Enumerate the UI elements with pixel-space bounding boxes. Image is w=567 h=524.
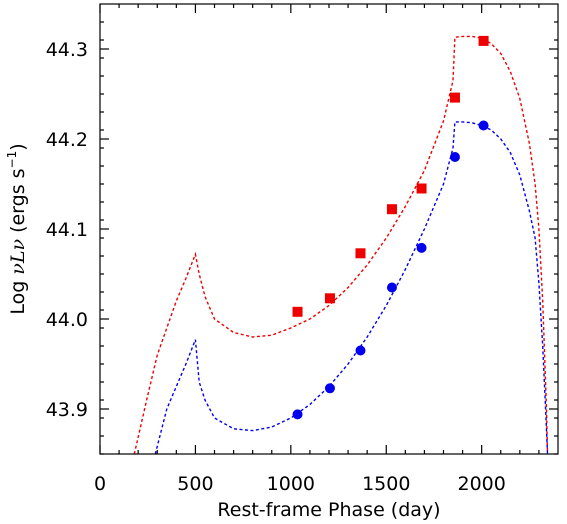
data-point-square bbox=[416, 183, 427, 194]
y-axis-label-close: ) bbox=[7, 143, 29, 150]
x-tick-label: 0 bbox=[94, 473, 106, 495]
data-point-square bbox=[478, 35, 489, 46]
data-point-circle bbox=[292, 409, 303, 420]
y-axis-ticks: 43.9 44.0 44.1 44.2 44.3 bbox=[46, 21, 558, 455]
y-tick-label: 44.1 bbox=[46, 219, 88, 241]
data-point-circle bbox=[324, 383, 335, 394]
data-point-square bbox=[449, 92, 460, 103]
data-point-circle bbox=[355, 345, 366, 356]
data-point-circle bbox=[416, 242, 427, 253]
y-axis-label-exponent: −1 bbox=[5, 151, 19, 169]
data-point-square bbox=[324, 293, 335, 304]
x-tick-label: 1000 bbox=[267, 473, 315, 495]
data-point-square bbox=[386, 204, 397, 215]
model-curves bbox=[133, 35, 549, 454]
data-point-circle bbox=[478, 120, 489, 131]
data-point-circle bbox=[449, 152, 460, 162]
y-tick-label: 44.3 bbox=[46, 39, 88, 61]
model-curve bbox=[133, 35, 549, 454]
data-point-square bbox=[355, 248, 366, 259]
y-tick-label: 44.2 bbox=[46, 129, 88, 151]
y-axis-label-symbol: νLν bbox=[7, 239, 29, 275]
data-point-circle bbox=[386, 282, 397, 293]
y-axis-label: Log νLν (ergs s−1) bbox=[5, 143, 29, 314]
y-tick-label: 44.0 bbox=[46, 309, 88, 331]
x-tick-label: 1500 bbox=[362, 473, 410, 495]
x-tick-label: 2000 bbox=[457, 473, 505, 495]
y-axis-label-prefix: Log bbox=[7, 275, 29, 315]
x-tick-label: 500 bbox=[177, 473, 213, 495]
x-axis-ticks: 0 500 1000 1500 2000 bbox=[94, 4, 540, 495]
y-axis-label-unit: (ergs s bbox=[7, 168, 29, 239]
data-point-square bbox=[292, 306, 303, 317]
data-points bbox=[292, 35, 489, 420]
model-curve bbox=[154, 121, 549, 454]
y-tick-label: 43.9 bbox=[46, 399, 88, 421]
x-axis-label: Rest-frame Phase (day) bbox=[217, 499, 440, 521]
